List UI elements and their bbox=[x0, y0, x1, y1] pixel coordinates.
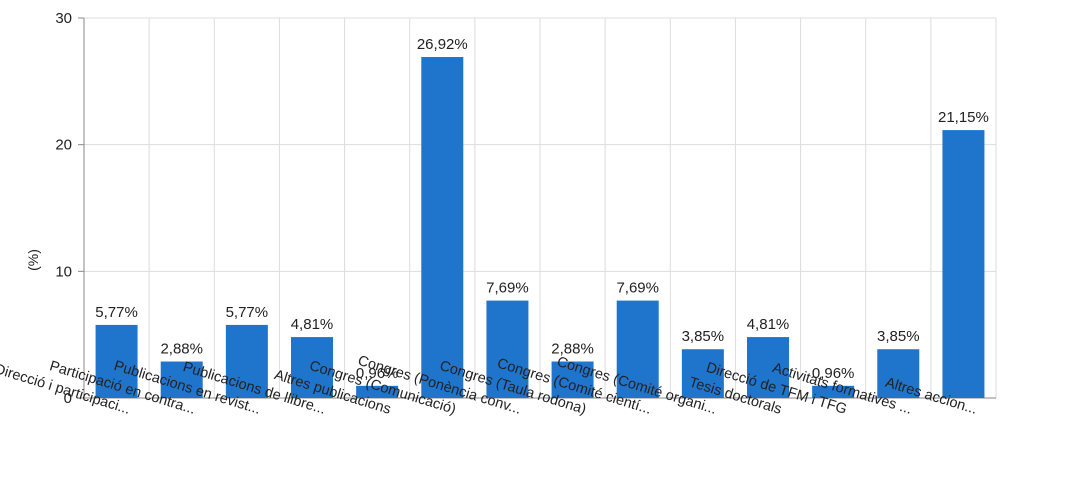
bar bbox=[421, 57, 464, 398]
data-label: 5,77% bbox=[226, 304, 269, 321]
bar bbox=[877, 349, 920, 398]
bar bbox=[225, 324, 268, 398]
bar bbox=[95, 324, 138, 398]
data-label: 26,92% bbox=[417, 36, 468, 53]
bar bbox=[681, 349, 724, 398]
data-label: 7,69% bbox=[616, 280, 659, 297]
grid-lines bbox=[83, 17, 997, 399]
bars bbox=[95, 57, 985, 398]
bar bbox=[747, 337, 789, 398]
bar bbox=[356, 385, 399, 398]
bar bbox=[942, 130, 985, 398]
bar bbox=[812, 385, 855, 398]
axes bbox=[78, 17, 996, 399]
data-label: 7,69% bbox=[486, 280, 529, 297]
data-label: 3,85% bbox=[877, 328, 920, 345]
data-label: 5,77% bbox=[95, 304, 138, 321]
bar bbox=[486, 300, 529, 398]
bar bbox=[551, 361, 594, 398]
data-label: 4,81% bbox=[291, 316, 334, 333]
y-axis-label: (%) bbox=[25, 249, 41, 271]
data-label: 0,96% bbox=[356, 365, 399, 382]
data-labels: 5,77% 2,88% 5,77% 4,81% 0,96% 26,92% 7,69% 2,88… bbox=[95, 36, 989, 382]
data-label: 21,15% bbox=[938, 109, 989, 126]
data-label: 3,85% bbox=[682, 328, 725, 345]
data-label: 4,81% bbox=[747, 316, 790, 333]
bar bbox=[291, 337, 333, 398]
bar bbox=[616, 300, 659, 398]
y-tick-label: 30 bbox=[55, 10, 72, 27]
data-label: 2,88% bbox=[160, 341, 203, 358]
y-tick-label: 10 bbox=[55, 263, 72, 280]
data-label: 2,88% bbox=[551, 341, 594, 358]
y-tick-label: 20 bbox=[55, 137, 72, 154]
data-label: 0,96% bbox=[812, 365, 855, 382]
bar bbox=[160, 361, 203, 398]
y-tick-label: 0 bbox=[64, 390, 72, 407]
